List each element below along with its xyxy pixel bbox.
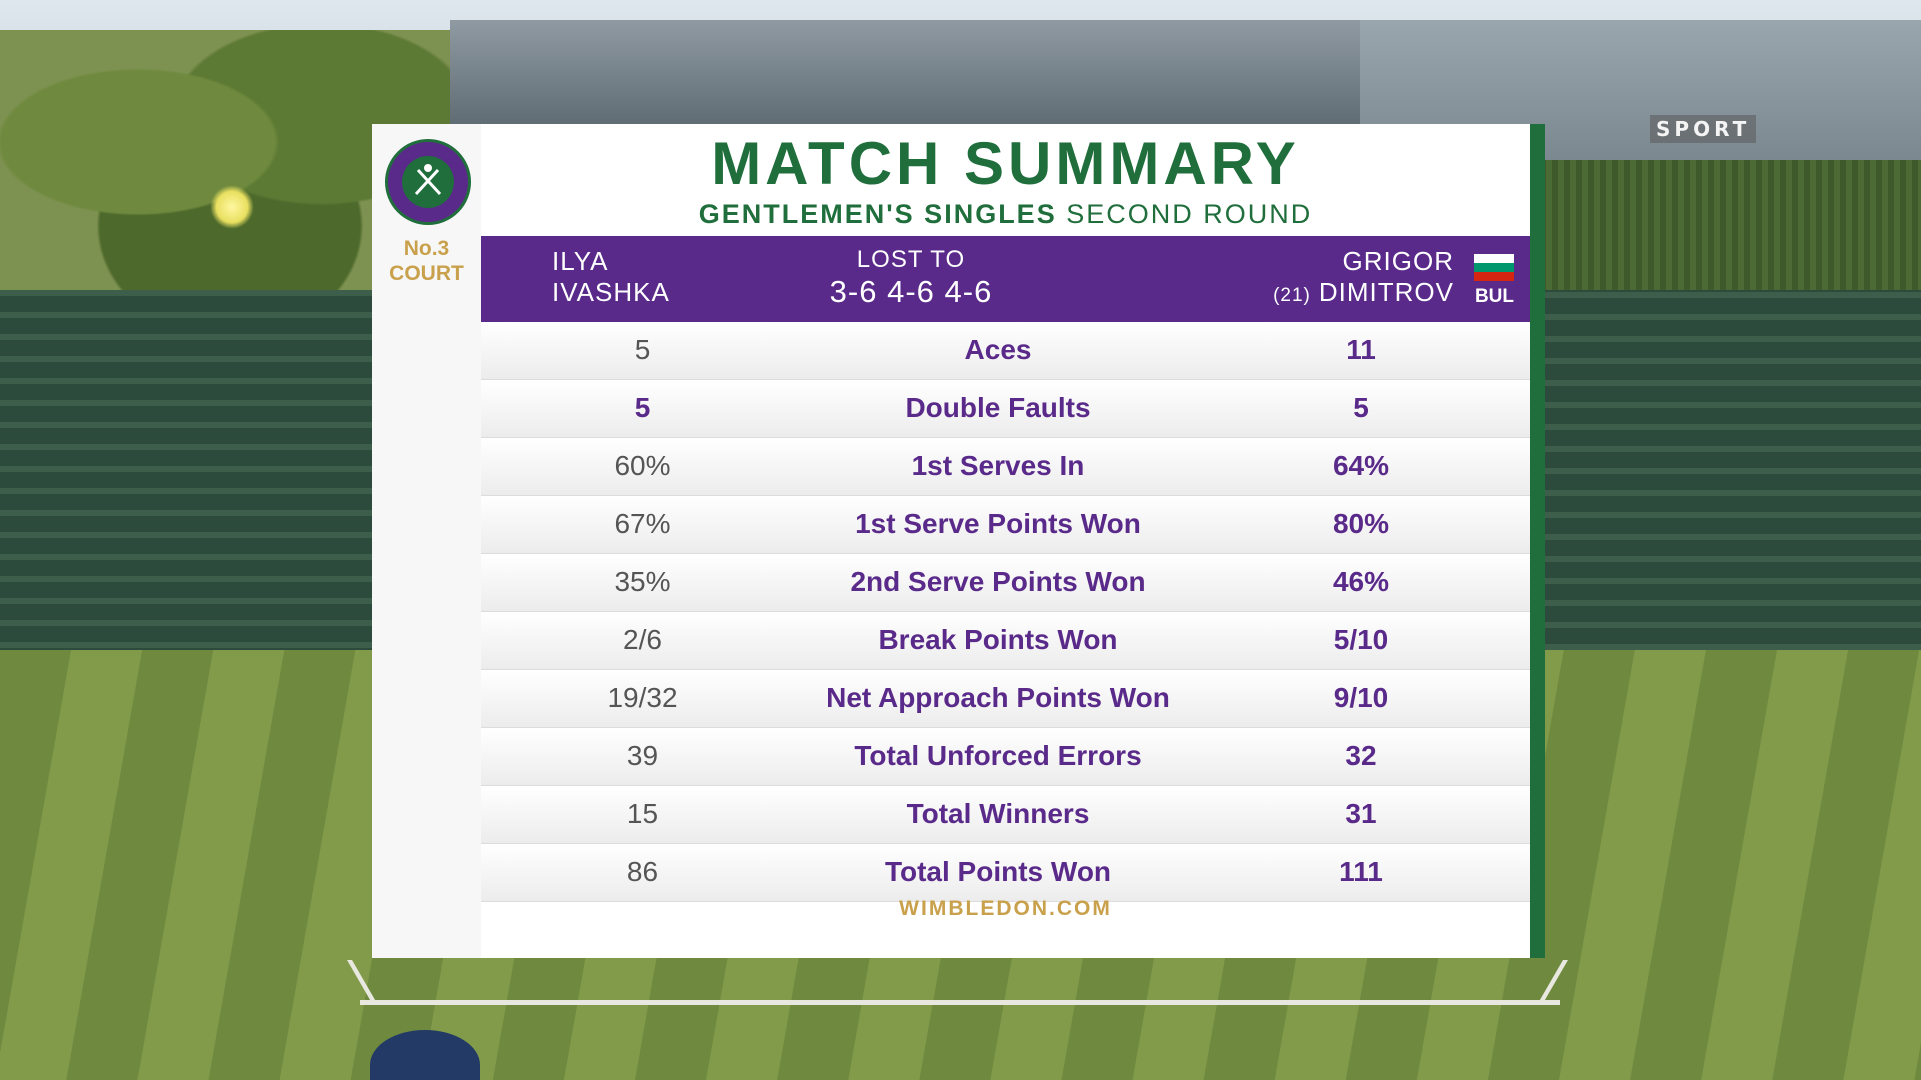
player2-stat: 5/10 (1333, 624, 1389, 655)
court-baseline (360, 1000, 1560, 1005)
player2-stat: 11 (1346, 334, 1376, 365)
flag-stripe-red (1474, 272, 1514, 281)
stat-row-aces: 5 Aces 11 (481, 322, 1530, 380)
website-footer: WIMBLEDON.COM (899, 897, 1112, 920)
panel-left-column: No.3 COURT (372, 124, 481, 958)
player2-stat: 80% (1332, 508, 1390, 539)
panel-subtitle: GENTLEMEN'S SINGLES SECOND ROUND (481, 197, 1530, 231)
player2-last-name: DIMITROV (1318, 277, 1454, 307)
stat-row-total-points-won: 86 Total Points Won 111 (481, 844, 1530, 902)
stat-label: Break Points Won (878, 624, 1118, 655)
court-word: COURT (389, 262, 464, 285)
player1-stat: 35% (614, 566, 671, 597)
ivy-wall (1540, 160, 1921, 310)
stat-label: Double Faults (905, 392, 1091, 423)
player1-first-name: ILYA (552, 246, 609, 276)
player1-stat: 39 (626, 740, 659, 771)
broadcaster-logo: SPORT (1650, 115, 1757, 143)
player2-stat: 5 (1353, 392, 1369, 423)
stat-row-break-points-won: 2/6 Break Points Won 5/10 (481, 612, 1530, 670)
stat-row-net-approach-points-won: 19/32 Net Approach Points Won 9/10 (481, 670, 1530, 728)
spectator-cap (370, 1030, 480, 1080)
match-score: 3-6 4-6 4-6 (829, 274, 993, 309)
stands-right (1545, 290, 1921, 710)
event-name: GENTLEMEN'S SINGLES (698, 199, 1057, 229)
result-text: LOST TO (856, 246, 966, 273)
stat-label: Total Winners (906, 798, 1090, 829)
stat-label: Aces (964, 334, 1032, 365)
stat-row-first-serves-in: 60% 1st Serves In 64% (481, 438, 1530, 496)
player1-stat: 15 (626, 798, 659, 829)
panel-title: MATCH SUMMARY (711, 130, 1300, 197)
stat-label: 1st Serves In (911, 450, 1085, 481)
player1-stat: 2/6 (623, 624, 662, 655)
player1-stat: 19/32 (607, 682, 678, 713)
stats-table: 5 Aces 11 5 Double Faults 5 60% 1st Serv… (481, 322, 1530, 902)
round-name: SECOND ROUND (1066, 199, 1313, 229)
player1-stat: 5 (634, 334, 651, 365)
player1-last-name: IVASHKA (552, 277, 670, 307)
court-label: No.3 COURT (372, 236, 481, 286)
player2-name: GRIGOR (21) DIMITROV (1273, 246, 1454, 311)
player2-stat: 46% (1332, 566, 1390, 597)
player2-stat: 64% (1332, 450, 1390, 481)
player2-stat: 32 (1345, 740, 1377, 771)
player2-first-name: GRIGOR (1342, 246, 1454, 276)
flag-stripe-green (1474, 263, 1514, 272)
bulgaria-flag-icon (1474, 254, 1514, 281)
stat-row-double-faults: 5 Double Faults 5 (481, 380, 1530, 438)
stat-row-second-serve-points-won: 35% 2nd Serve Points Won 46% (481, 554, 1530, 612)
court-number: No.3 (403, 237, 450, 260)
lens-flare (210, 185, 254, 229)
stat-row-total-winners: 15 Total Winners 31 (481, 786, 1530, 844)
flag-stripe-white (1474, 254, 1514, 263)
player1-stat: 67% (614, 508, 671, 539)
players-header: ILYA IVASHKA LOST TO 3-6 4-6 4-6 GRIGOR … (481, 236, 1530, 322)
player1-stat: 86 (626, 856, 659, 887)
player2-nation: BUL (1474, 286, 1514, 307)
panel-accent-bar (1530, 124, 1545, 958)
player1-stat: 60% (614, 450, 671, 481)
stat-label: 1st Serve Points Won (855, 508, 1141, 539)
stat-label: Net Approach Points Won (826, 682, 1170, 713)
match-summary-panel: No.3 COURT MATCH SUMMARY GENTLEMEN'S SIN… (372, 124, 1530, 958)
stat-label: 2nd Serve Points Won (850, 566, 1146, 597)
stadium-roof (450, 20, 1390, 130)
stat-label: Total Points Won (884, 856, 1112, 887)
player2-stat: 31 (1345, 798, 1377, 829)
player1-stat: 5 (634, 392, 651, 423)
stat-row-total-unforced-errors: 39 Total Unforced Errors 32 (481, 728, 1530, 786)
stat-row-first-serve-points-won: 67% 1st Serve Points Won 80% (481, 496, 1530, 554)
match-result: LOST TO 3-6 4-6 4-6 (771, 246, 1051, 310)
player2-seed: (21) (1273, 285, 1311, 306)
player2-stat: 111 (1339, 856, 1383, 887)
player1-name: ILYA IVASHKA (552, 246, 670, 308)
stat-label: Total Unforced Errors (854, 740, 1142, 771)
wimbledon-logo-icon (385, 139, 471, 225)
player2-stat: 9/10 (1333, 682, 1389, 713)
